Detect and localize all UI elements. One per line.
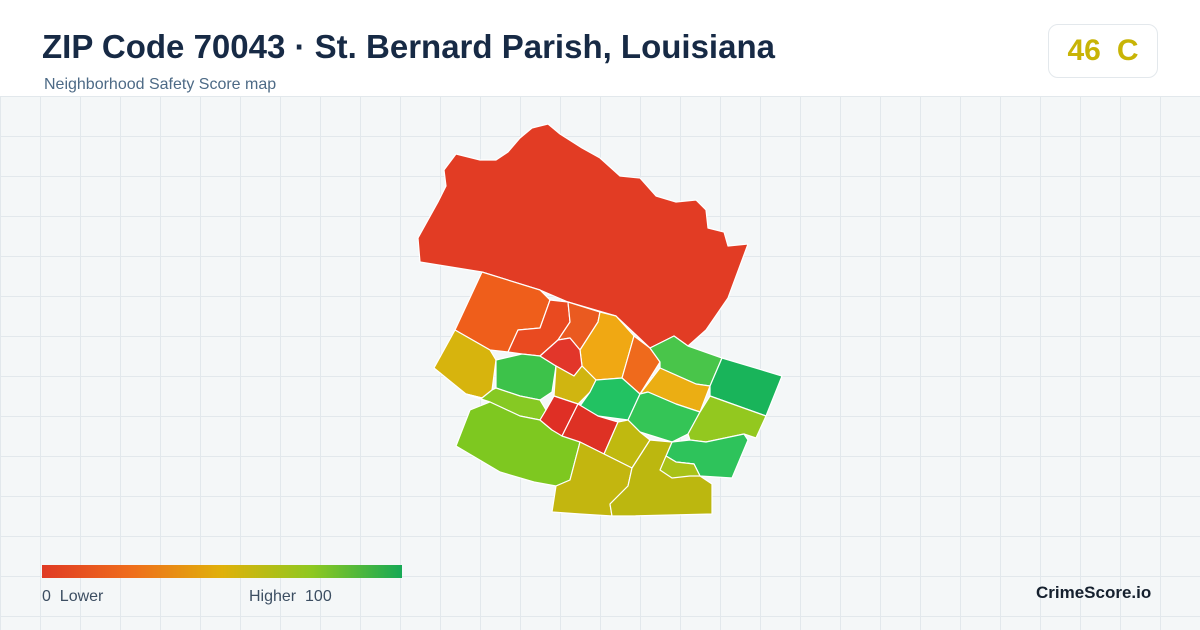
map-region-east-mid-1[interactable] xyxy=(579,377,641,421)
score-grade: C xyxy=(1116,34,1139,67)
legend-min-text: Lower xyxy=(59,588,104,605)
score-value: 46 xyxy=(1067,34,1101,67)
legend-low-label: 0 Lower xyxy=(42,588,103,606)
legend-max-value: 100 xyxy=(305,588,332,605)
score-badge: 46 C xyxy=(1048,24,1158,78)
page-subtitle: Neighborhood Safety Score map xyxy=(44,76,277,93)
legend-min-value: 0 xyxy=(42,588,51,605)
legend-high-label: Higher 100 xyxy=(249,588,332,606)
page-title: ZIP Code 70043 · St. Bernard Parish, Lou… xyxy=(42,28,775,65)
header-bar xyxy=(0,0,1200,96)
legend-color-scale xyxy=(42,565,402,578)
legend-max-text: Higher xyxy=(249,588,297,605)
map-region-south-3[interactable] xyxy=(659,455,701,479)
map-region-central-east-1[interactable] xyxy=(621,335,661,395)
brand-logo-text: CrimeScore.io xyxy=(1036,583,1152,602)
